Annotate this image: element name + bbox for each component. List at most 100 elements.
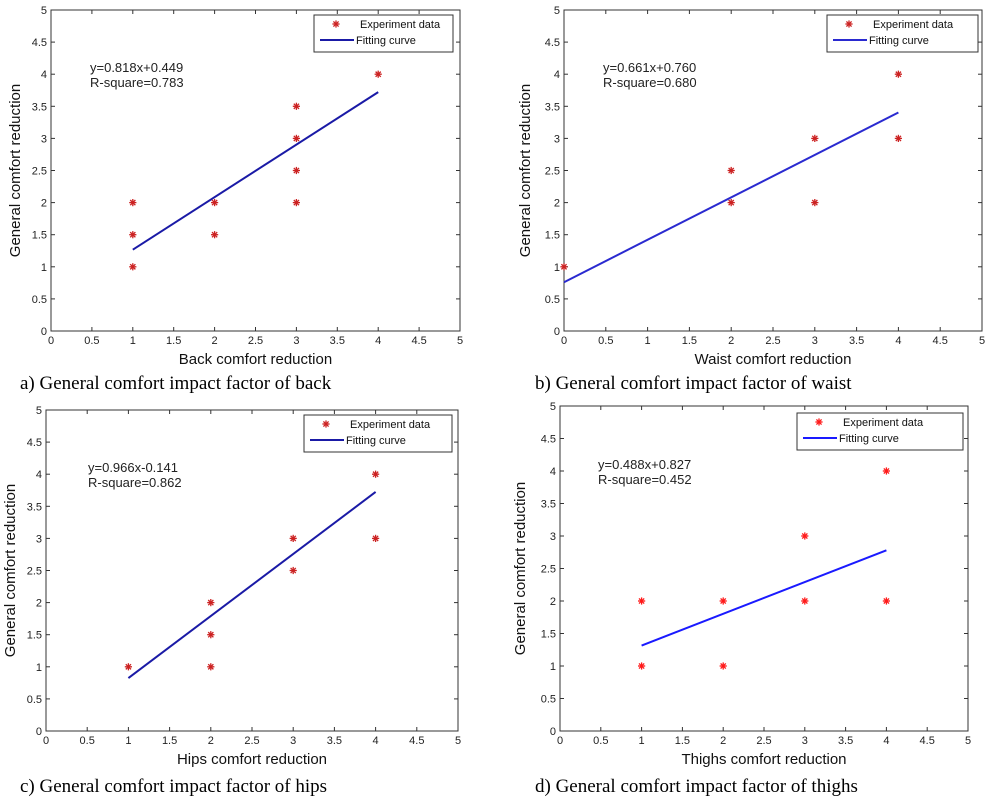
x-tick-label: 0.5: [598, 335, 613, 347]
data-point: [719, 597, 727, 605]
x-tick-label: 3.5: [838, 735, 853, 747]
x-tick-label: 4.5: [409, 735, 424, 747]
data-point: [719, 662, 727, 670]
x-tick-label: 0.5: [593, 735, 608, 747]
y-tick-label: 0.5: [541, 694, 556, 706]
panel-caption: c) General comfort impact factor of hips: [20, 776, 327, 797]
x-axis-label: Hips comfort reduction: [177, 751, 327, 768]
legend-marker-points: [332, 20, 340, 28]
x-tick-label: 2.5: [244, 735, 259, 747]
legend: Experiment data Fitting curve: [826, 14, 979, 53]
y-tick-label: 4: [554, 69, 560, 81]
y-tick-label: 2.5: [545, 166, 560, 178]
x-tick-label: 3.5: [330, 335, 345, 347]
legend-box: [313, 14, 454, 53]
data-point: [727, 199, 735, 207]
y-tick-label: 1.5: [27, 630, 42, 642]
x-tick-label: 1.5: [162, 735, 177, 747]
data-point: [811, 134, 819, 142]
x-tick-label: 3.5: [849, 335, 864, 347]
y-axis-label: General comfort reduction: [517, 84, 534, 257]
x-tick-label: 2.5: [756, 735, 771, 747]
y-tick-label: 5: [36, 405, 42, 417]
data-point: [811, 199, 819, 207]
data-point: [292, 199, 300, 207]
x-tick-label: 2: [212, 335, 218, 347]
data-point: [372, 470, 380, 478]
legend-label-points: Experiment data: [843, 417, 924, 429]
x-tick-label: 3: [293, 335, 299, 347]
y-tick-label: 0: [36, 726, 42, 738]
legend-box: [796, 412, 964, 451]
y-tick-label: 4.5: [541, 434, 556, 446]
y-tick-label: 5: [41, 5, 47, 17]
fit-equation: y=0.966x-0.141: [88, 460, 178, 475]
data-point: [129, 199, 137, 207]
x-tick-label: 4.5: [920, 735, 935, 747]
r-square-label: R-square=0.783: [90, 75, 184, 90]
x-tick-label: 5: [979, 335, 985, 347]
y-tick-label: 4: [41, 69, 47, 81]
y-tick-label: 2: [41, 198, 47, 210]
y-tick-label: 2: [36, 598, 42, 610]
legend: Experiment data Fitting curve: [303, 414, 453, 453]
data-point: [882, 597, 890, 605]
y-tick-label: 3.5: [545, 101, 560, 113]
x-tick-label: 5: [455, 735, 461, 747]
fitting-curve-line: [127, 491, 377, 679]
x-tick-label: 1.5: [675, 735, 690, 747]
y-tick-label: 1: [41, 262, 47, 274]
x-tick-label: 4: [375, 335, 381, 347]
x-tick-label: 3.5: [327, 735, 342, 747]
x-tick-label: 3: [812, 335, 818, 347]
fit-equation: y=0.661x+0.760: [603, 60, 696, 75]
fit-equation: y=0.818x+0.449: [90, 60, 183, 75]
r-square-label: R-square=0.862: [88, 475, 182, 490]
data-point: [801, 597, 809, 605]
legend-label-line: Fitting curve: [869, 35, 929, 47]
x-tick-label: 1: [645, 335, 651, 347]
chart-panel-d: 0 0.5 1 1.5 2 2.5 3 3.5 4 4.5 5 0 0.5 1 1.5 2 2.5 3 3.5 4 4.…: [512, 401, 971, 797]
data-point: [292, 102, 300, 110]
y-tick-label: 5: [554, 5, 560, 17]
data-point: [129, 231, 137, 239]
y-tick-label: 0: [554, 326, 560, 338]
data-point: [560, 263, 568, 271]
data-point: [124, 663, 132, 671]
y-tick-label: 0.5: [545, 294, 560, 306]
legend-marker-points: [845, 20, 853, 28]
y-tick-label: 1.5: [545, 230, 560, 242]
y-tick-label: 1: [36, 662, 42, 674]
x-tick-label: 0: [48, 335, 54, 347]
y-tick-label: 3: [550, 531, 556, 543]
y-tick-label: 4.5: [32, 37, 47, 49]
plot-frame: [559, 405, 969, 732]
data-point: [882, 467, 890, 475]
legend: Experiment data Fitting curve: [796, 412, 964, 451]
x-tick-label: 4.5: [411, 335, 426, 347]
legend-label-points: Experiment data: [360, 19, 441, 31]
fit-equation: y=0.488x+0.827: [598, 457, 691, 472]
x-tick-label: 1: [130, 335, 136, 347]
data-point: [894, 134, 902, 142]
x-tick-label: 5: [457, 335, 463, 347]
x-tick-label: 1.5: [166, 335, 181, 347]
y-tick-label: 1: [550, 661, 556, 673]
y-tick-label: 2: [550, 596, 556, 608]
data-point: [129, 263, 137, 271]
y-tick-label: 2.5: [541, 564, 556, 576]
y-tick-label: 1.5: [32, 230, 47, 242]
x-tick-label: 0: [557, 735, 563, 747]
y-tick-label: 1.5: [541, 629, 556, 641]
data-point: [894, 70, 902, 78]
y-axis-label: General comfort reduction: [2, 484, 19, 657]
y-tick-label: 0.5: [32, 294, 47, 306]
x-tick-label: 0: [43, 735, 49, 747]
x-tick-label: 5: [965, 735, 971, 747]
y-tick-label: 4: [550, 466, 556, 478]
y-tick-label: 3.5: [27, 501, 42, 513]
x-tick-label: 1: [125, 735, 131, 747]
legend: Experiment data Fitting curve: [313, 14, 454, 53]
x-tick-label: 1: [639, 735, 645, 747]
